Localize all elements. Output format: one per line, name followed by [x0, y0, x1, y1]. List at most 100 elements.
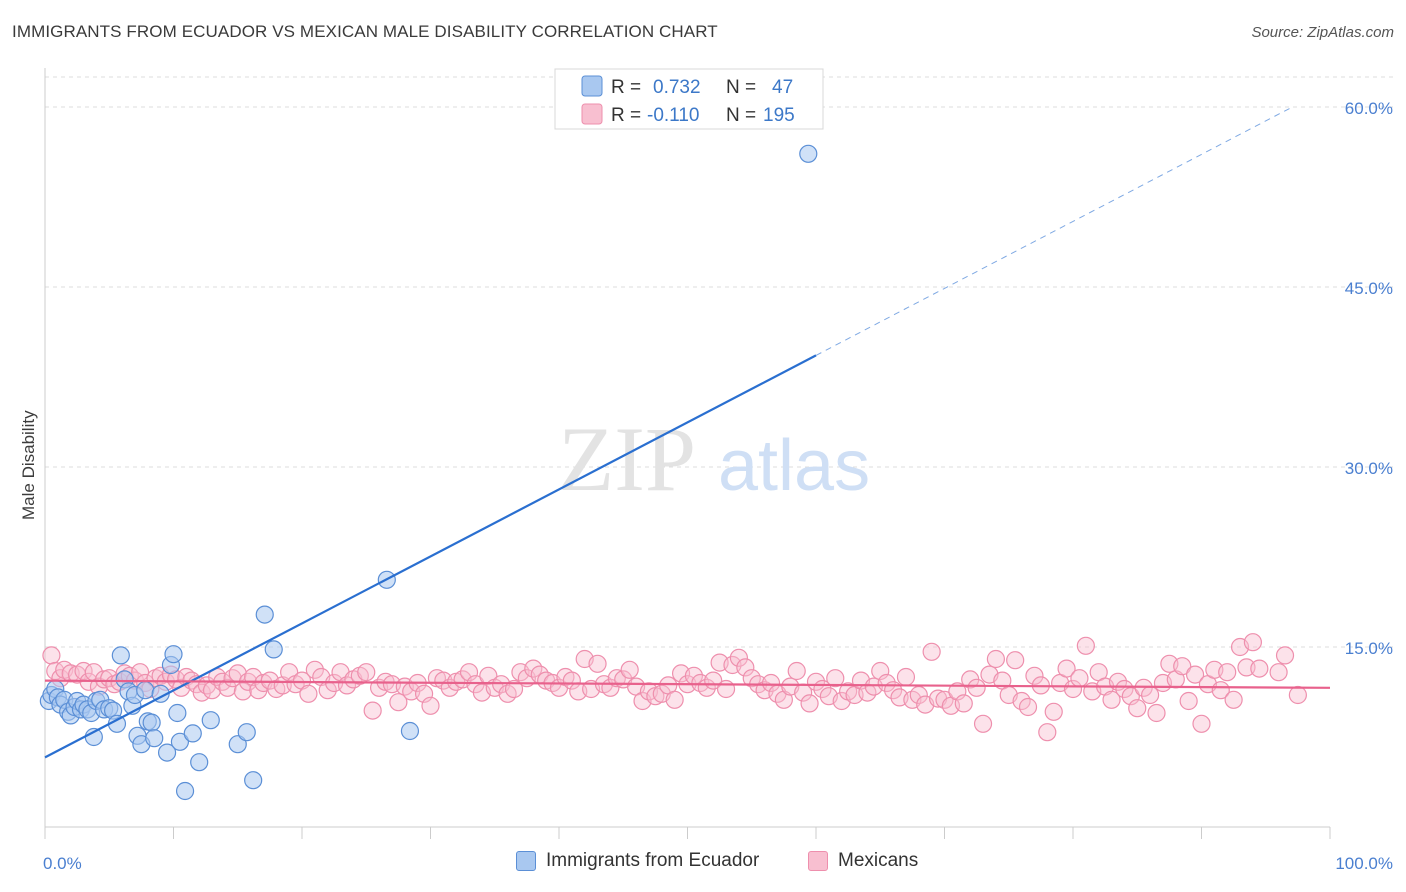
point-mexicans-34	[218, 678, 237, 697]
point-mexicans-186	[1185, 665, 1205, 684]
point-mexicans-93	[588, 654, 607, 673]
point-mexicans-155	[986, 649, 1006, 669]
point-mexicans-184	[1173, 657, 1192, 676]
point-mexicans-49	[305, 660, 324, 679]
point-mexicans-192	[1224, 690, 1243, 709]
point-mexicans-127	[806, 672, 826, 691]
legend-r-label-2: R =	[611, 105, 641, 126]
point-mexicans-130	[826, 669, 845, 688]
point-mexicans-161	[1025, 666, 1044, 685]
legend-item-mexicans[interactable]: Mexicans	[808, 850, 918, 872]
point-mexicans-113	[716, 679, 736, 699]
point-mexicans-150	[954, 694, 973, 713]
point-mexicans-180	[1147, 703, 1166, 723]
legend-swatch-mexicans	[808, 851, 828, 871]
point-mexicans-177	[1128, 699, 1147, 718]
point-mexicans-96	[607, 669, 626, 688]
point-mexicans-199	[1269, 663, 1288, 682]
legend-swatch-pink	[581, 103, 603, 125]
point-ecuador-39	[183, 724, 202, 743]
trend-ecuador-solid	[44, 354, 817, 759]
legend-label-mexicans: Mexicans	[838, 850, 919, 871]
point-ecuador-37	[170, 732, 190, 751]
x-tick-label-100: 100.0%	[1335, 854, 1393, 873]
point-ecuador-33	[157, 743, 177, 762]
point-ecuador-49	[799, 144, 818, 163]
series-ecuador-points	[39, 144, 818, 801]
point-ecuador-28	[136, 681, 155, 700]
legend-r-value-1: 0.732	[653, 77, 701, 98]
point-mexicans-175	[1115, 679, 1134, 699]
point-mexicans-190	[1211, 681, 1230, 700]
legend-swatch-ecuador	[516, 851, 536, 871]
point-mexicans-158	[1006, 651, 1025, 670]
point-mexicans-145	[922, 642, 941, 661]
point-mexicans-0	[42, 646, 61, 665]
watermark-atlas: atlas	[718, 426, 870, 506]
point-mexicans-198	[1288, 685, 1307, 705]
y-tick-label-15: 15.0%	[1345, 639, 1393, 658]
watermark: ZIP atlas	[558, 408, 870, 510]
point-mexicans-160	[1018, 697, 1038, 717]
point-ecuador-44	[244, 771, 263, 790]
gridlines	[45, 76, 1395, 648]
point-mexicans-195	[1243, 633, 1263, 652]
legend-r-value-2: -0.110	[647, 105, 699, 126]
point-mexicans-164	[1044, 702, 1063, 721]
series-legend: Immigrants from Ecuador Mexicans	[0, 850, 1406, 880]
legend-r-label-1: R =	[611, 77, 641, 98]
chart-title: IMMIGRANTS FROM ECUADOR VS MEXICAN MALE …	[12, 22, 718, 41]
point-mexicans-138	[877, 673, 896, 693]
point-mexicans-194	[1237, 658, 1256, 677]
point-ecuador-40	[190, 753, 209, 772]
point-mexicans-67	[421, 696, 440, 715]
point-ecuador-38	[175, 781, 195, 801]
point-mexicans-168	[1070, 669, 1089, 688]
point-ecuador-21	[111, 646, 130, 665]
legend-n-value-1: 47	[772, 77, 793, 98]
point-mexicans-173	[1102, 690, 1121, 709]
point-mexicans-166	[1057, 659, 1076, 678]
trend-ecuador-dashed	[815, 107, 1292, 356]
point-mexicans-185	[1179, 691, 1198, 711]
point-mexicans-196	[1250, 659, 1269, 678]
point-mexicans-167	[1063, 679, 1083, 699]
legend-item-ecuador[interactable]: Immigrants from Ecuador	[516, 850, 759, 872]
x-tick-label-0: 0.0%	[43, 854, 82, 873]
point-ecuador-30	[142, 713, 161, 732]
point-mexicans-57	[357, 663, 376, 682]
point-mexicans-187	[1192, 714, 1211, 733]
point-ecuador-48	[400, 721, 420, 741]
axes	[44, 68, 1331, 839]
point-mexicans-58	[363, 701, 382, 720]
point-mexicans-80	[504, 679, 524, 699]
point-mexicans-169	[1076, 636, 1095, 655]
point-mexicans-69	[434, 671, 453, 690]
point-mexicans-152	[967, 678, 986, 697]
point-mexicans-48	[299, 684, 318, 703]
trend-lines	[44, 107, 1331, 759]
point-mexicans-126	[800, 694, 819, 713]
point-mexicans-105	[665, 690, 684, 709]
point-ecuador-35	[164, 645, 183, 664]
legend-swatch-blue	[581, 75, 603, 97]
point-mexicans-191	[1218, 663, 1237, 682]
legend-n-value-2: 195	[763, 105, 795, 126]
chart-source: Source: ZipAtlas.com	[1251, 24, 1394, 41]
point-ecuador-31	[145, 729, 164, 748]
point-mexicans-124	[787, 661, 806, 681]
y-tick-label-30: 30.0%	[1345, 459, 1393, 478]
y-tick-label-45: 45.0%	[1345, 279, 1393, 298]
tick-labels: 15.0% 30.0% 45.0% 60.0% 0.0% 100.0%	[43, 99, 1393, 873]
point-mexicans-153	[973, 714, 993, 733]
point-mexicans-115	[729, 648, 749, 667]
legend-n-label-2: N =	[726, 105, 756, 126]
point-mexicans-37	[233, 682, 252, 701]
point-mexicans-116	[736, 658, 755, 677]
point-ecuador-36	[168, 703, 187, 723]
point-mexicans-163	[1038, 723, 1057, 742]
point-ecuador-41	[201, 711, 220, 730]
watermark-zip: ZIP	[558, 408, 696, 510]
point-mexicans-141	[896, 667, 916, 687]
